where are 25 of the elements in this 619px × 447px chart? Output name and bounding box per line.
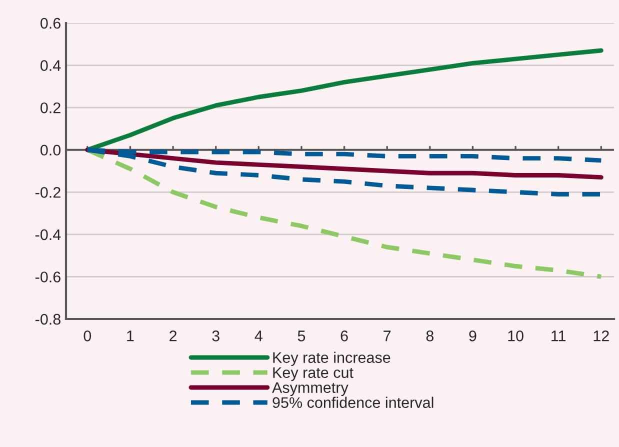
- x-tick-label: 11: [552, 330, 566, 342]
- legend-label: Key rate increase: [273, 352, 390, 366]
- x-tick-label: 4: [254, 330, 262, 342]
- y-tick-label: -0.8: [35, 314, 60, 325]
- x-tick-label: 9: [469, 330, 476, 342]
- x-tick-label: 0: [84, 330, 92, 342]
- y-tick-label: 0.2: [40, 102, 60, 114]
- y-tick-label: 0.4: [40, 60, 61, 71]
- x-tick-label: 3: [212, 330, 220, 342]
- y-tick-label: -0.4: [35, 229, 61, 240]
- legend-label: 95% confidence interval: [272, 396, 434, 408]
- legend-label: Asymmetry: [272, 382, 348, 396]
- y-tick-label: 0.0: [40, 144, 61, 156]
- y-tick-label: 0.6: [40, 18, 60, 29]
- x-tick-label: 1: [127, 330, 134, 342]
- x-tick-label: 12: [594, 330, 609, 342]
- x-tick-label: 5: [298, 330, 306, 342]
- x-tick-label: 2: [170, 330, 177, 342]
- legend-label: Key rate cut: [273, 367, 354, 381]
- y-tick-label: -0.6: [35, 272, 60, 282]
- x-tick-label: 8: [426, 330, 434, 342]
- x-tick-label: 6: [340, 330, 348, 342]
- y-tick-label: -0.2: [35, 187, 60, 198]
- x-tick-label: 10: [508, 330, 524, 342]
- x-tick-label: 7: [384, 330, 391, 342]
